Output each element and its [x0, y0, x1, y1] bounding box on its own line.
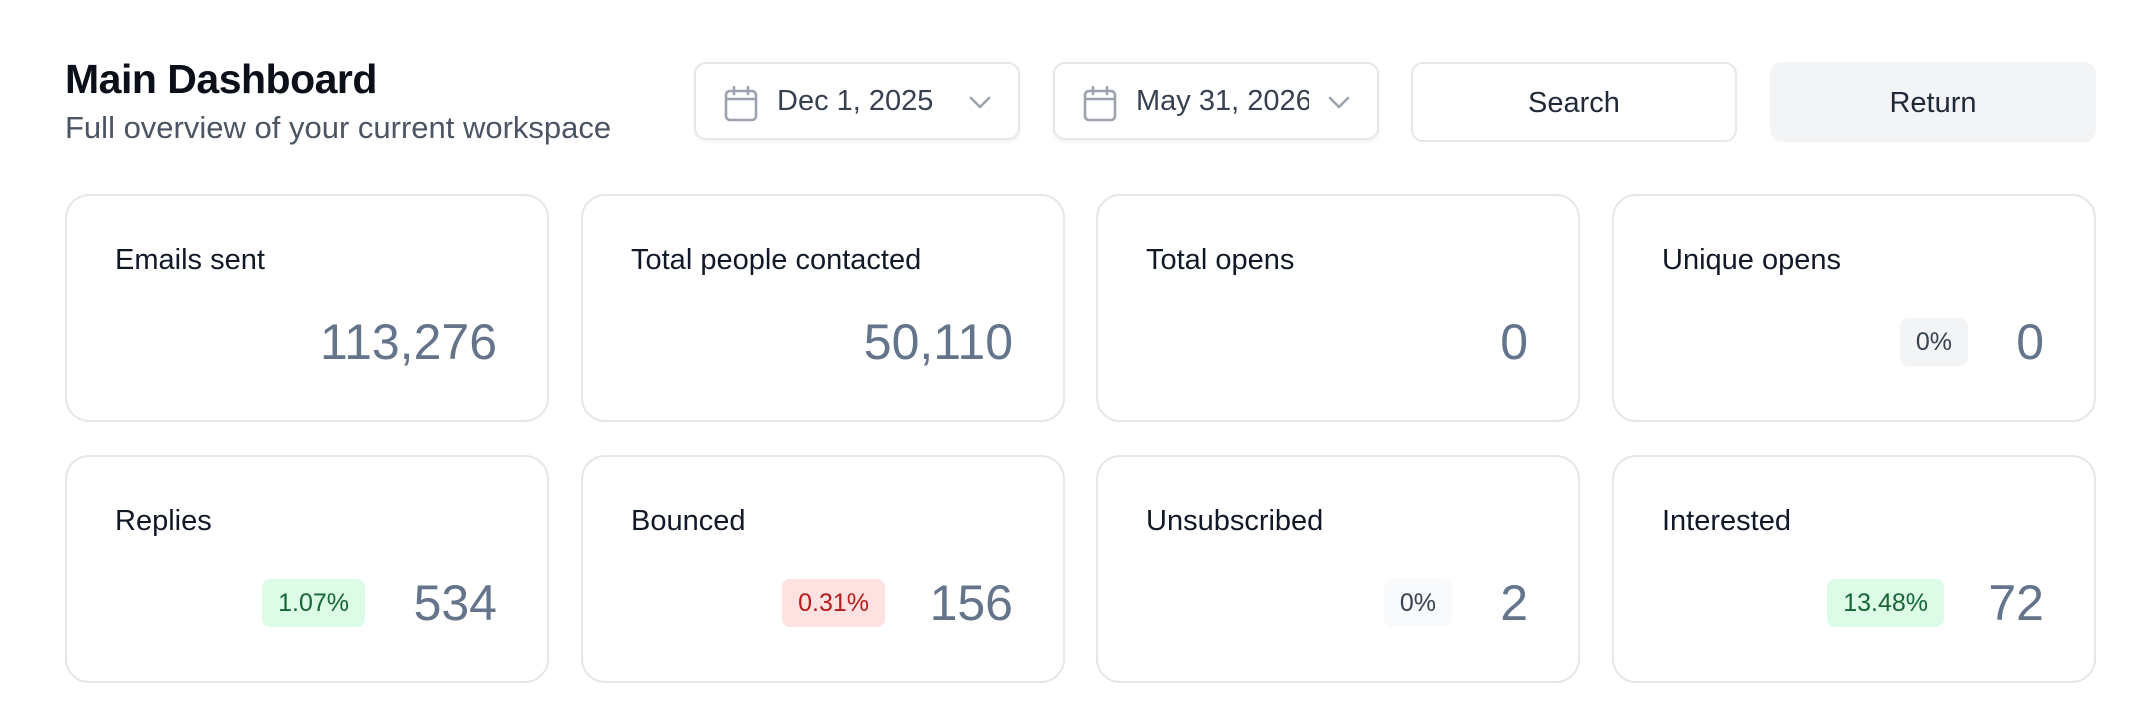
search-button[interactable]: Search: [1411, 62, 1737, 142]
stat-card-replies: Replies 1.07% 534: [65, 455, 549, 683]
stat-value: 72: [1988, 575, 2044, 631]
stat-card-unsubscribed: Unsubscribed 0% 2: [1096, 455, 1580, 683]
stat-value: 113,276: [319, 314, 497, 370]
stat-value: 0: [2016, 314, 2044, 370]
chevron-down-icon: [1328, 96, 1350, 109]
stat-card-people-contacted: Total people contacted 50,110: [581, 194, 1065, 422]
end-date-picker[interactable]: May 31, 2026: [1053, 62, 1379, 140]
percent-badge: 0%: [1383, 579, 1452, 627]
stat-label: Unique opens: [1662, 244, 1841, 276]
percent-badge: 0%: [1899, 318, 1968, 366]
chevron-down-icon: [969, 96, 991, 109]
end-date-value: May 31, 2026: [1136, 85, 1309, 117]
stat-label: Total people contacted: [631, 244, 922, 276]
stat-value: 50,110: [863, 314, 1013, 370]
calendar-icon: [724, 86, 758, 122]
page-subtitle: Full overview of your current workspace: [65, 110, 612, 145]
stat-label: Bounced: [631, 505, 746, 537]
stat-value: 0: [1500, 314, 1528, 370]
stat-value: 2: [1500, 575, 1528, 631]
page-header: Main Dashboard Full overview of your cur…: [65, 54, 611, 150]
start-date-picker[interactable]: Dec 1, 2025: [694, 62, 1020, 140]
page-title: Main Dashboard: [65, 56, 377, 102]
stat-value: 156: [929, 575, 1013, 631]
stat-card-bounced: Bounced 0.31% 156: [581, 455, 1065, 683]
percent-badge: 0.31%: [782, 579, 885, 627]
stat-label: Emails sent: [115, 244, 265, 276]
stat-label: Unsubscribed: [1146, 505, 1324, 537]
stat-card-unique-opens: Unique opens 0% 0: [1612, 194, 2096, 422]
percent-badge: 13.48%: [1827, 579, 1944, 627]
stat-label: Replies: [115, 505, 212, 537]
stat-value: 534: [413, 575, 497, 631]
stat-label: Interested: [1662, 505, 1791, 537]
percent-badge: 1.07%: [262, 579, 365, 627]
calendar-icon: [1083, 86, 1117, 122]
stat-label: Total opens: [1146, 244, 1295, 276]
return-button[interactable]: Return: [1770, 62, 2096, 142]
stat-card-total-opens: Total opens 0: [1096, 194, 1580, 422]
start-date-value: Dec 1, 2025: [777, 85, 934, 117]
stat-card-emails-sent: Emails sent 113,276: [65, 194, 549, 422]
stat-card-interested: Interested 13.48% 72: [1612, 455, 2096, 683]
